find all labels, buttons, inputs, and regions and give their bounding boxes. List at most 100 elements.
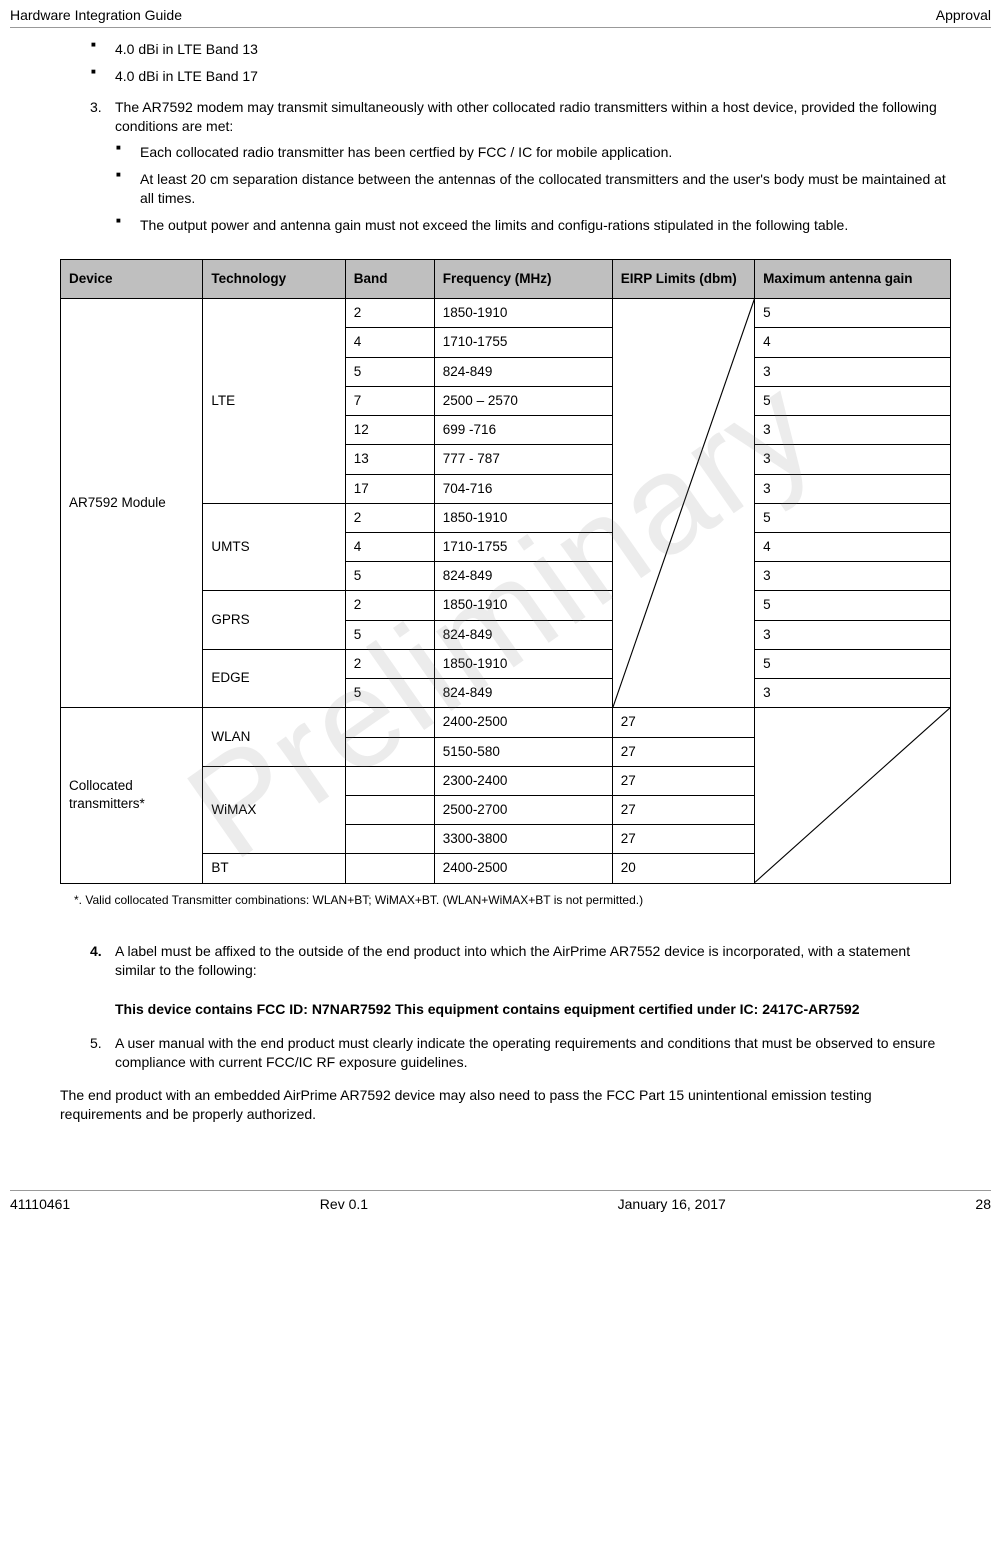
cell-band: 2 [345, 591, 434, 620]
table-row: AR7592 ModuleLTE21850-19105 [61, 299, 951, 328]
cell-gain: 5 [755, 503, 951, 532]
sub-bullet-list: Each collocated radio transmitter has be… [115, 141, 951, 241]
cell-band: 4 [345, 328, 434, 357]
cell-frequency: 3300-3800 [434, 825, 612, 854]
cell-eirp-diagonal [612, 299, 754, 708]
cell-technology: GPRS [203, 591, 345, 649]
page-header: Hardware Integration Guide Approval [10, 6, 991, 28]
header-left: Hardware Integration Guide [10, 6, 182, 25]
list-item: At least 20 cm separation distance betwe… [140, 168, 951, 214]
list-item-5: 5. A user manual with the end product mu… [90, 1028, 951, 1076]
cell-gain: 5 [755, 299, 951, 328]
cell-gain: 4 [755, 532, 951, 561]
col-technology: Technology [203, 260, 345, 299]
cell-frequency: 2500 – 2570 [434, 386, 612, 415]
page-content: 4.0 dBi in LTE Band 13 4.0 dBi in LTE Ba… [10, 28, 991, 1130]
cell-band: 4 [345, 532, 434, 561]
footer-page: 28 [975, 1195, 991, 1214]
cell-device: Collocated transmitters* [61, 708, 203, 883]
cell-gain: 3 [755, 474, 951, 503]
list-item-3: 3. The AR7592 modem may transmit simulta… [90, 92, 951, 245]
cell-frequency: 5150-580 [434, 737, 612, 766]
cell-frequency: 824-849 [434, 679, 612, 708]
cell-band: 13 [345, 445, 434, 474]
cell-band: 5 [345, 679, 434, 708]
numbered-list-2: 4. A label must be affixed to the outsid… [60, 936, 951, 1076]
cell-technology: WiMAX [203, 766, 345, 854]
cell-gain: 3 [755, 620, 951, 649]
cell-frequency: 1850-1910 [434, 649, 612, 678]
list-item: 4.0 dBi in LTE Band 17 [115, 65, 951, 92]
col-device: Device [61, 260, 203, 299]
cell-band: 2 [345, 503, 434, 532]
cell-gain: 5 [755, 386, 951, 415]
cell-frequency: 2500-2700 [434, 795, 612, 824]
item-text: A user manual with the end product must … [115, 1035, 935, 1070]
cell-device: AR7592 Module [61, 299, 203, 708]
cell-frequency: 1850-1910 [434, 299, 612, 328]
list-item-4: 4. A label must be affixed to the outsid… [90, 936, 951, 1029]
col-band: Band [345, 260, 434, 299]
list-item: 4.0 dBi in LTE Band 13 [115, 38, 951, 65]
list-item: The output power and antenna gain must n… [140, 214, 951, 241]
cell-frequency: 2300-2400 [434, 766, 612, 795]
cell-band: 5 [345, 562, 434, 591]
table-header-row: Device Technology Band Frequency (MHz) E… [61, 260, 951, 299]
footer-rev: Rev 0.1 [320, 1195, 368, 1214]
footer-docnum: 41110461 [10, 1195, 70, 1214]
cell-band: 7 [345, 386, 434, 415]
list-item: Each collocated radio transmitter has be… [140, 141, 951, 168]
cell-band: 17 [345, 474, 434, 503]
footer-date: January 16, 2017 [618, 1195, 726, 1214]
item-text: The AR7592 modem may transmit simultaneo… [115, 99, 937, 134]
header-right: Approval [936, 6, 991, 25]
cell-gain: 5 [755, 591, 951, 620]
cell-gain: 3 [755, 357, 951, 386]
cell-eirp: 27 [612, 825, 754, 854]
cell-eirp: 27 [612, 795, 754, 824]
cell-eirp: 27 [612, 737, 754, 766]
cell-band [345, 766, 434, 795]
cell-gain: 3 [755, 562, 951, 591]
cell-frequency: 1850-1910 [434, 503, 612, 532]
col-eirp: EIRP Limits (dbm) [612, 260, 754, 299]
table-row: Collocated transmitters*WLAN2400-250027 [61, 708, 951, 737]
cell-band: 5 [345, 620, 434, 649]
cell-gain: 3 [755, 679, 951, 708]
cell-gain: 3 [755, 416, 951, 445]
cell-eirp: 27 [612, 766, 754, 795]
page-footer: 41110461 Rev 0.1 January 16, 2017 28 [10, 1190, 991, 1214]
cell-band [345, 854, 434, 883]
item-number: 3. [90, 98, 102, 117]
cell-gain: 3 [755, 445, 951, 474]
numbered-list: 3. The AR7592 modem may transmit simulta… [60, 92, 951, 245]
cell-technology: UMTS [203, 503, 345, 591]
cell-technology: EDGE [203, 649, 345, 707]
cell-gain-diagonal [755, 708, 951, 883]
cell-band: 5 [345, 357, 434, 386]
cell-frequency: 2400-2500 [434, 708, 612, 737]
col-frequency: Frequency (MHz) [434, 260, 612, 299]
cell-band [345, 737, 434, 766]
cell-band [345, 795, 434, 824]
cell-technology: BT [203, 854, 345, 883]
cell-frequency: 777 - 787 [434, 445, 612, 474]
cell-band: 2 [345, 299, 434, 328]
cell-band [345, 825, 434, 854]
item-number: 4. [90, 942, 102, 961]
item-text: A label must be affixed to the outside o… [115, 943, 910, 978]
cell-frequency: 1710-1755 [434, 328, 612, 357]
cell-band: 2 [345, 649, 434, 678]
cell-frequency: 824-849 [434, 562, 612, 591]
cell-frequency: 699 -716 [434, 416, 612, 445]
item-number: 5. [90, 1034, 102, 1053]
cell-technology: WLAN [203, 708, 345, 766]
top-bullet-list: 4.0 dBi in LTE Band 13 4.0 dBi in LTE Ba… [60, 38, 951, 92]
cell-gain: 5 [755, 649, 951, 678]
closing-paragraph: The end product with an embedded AirPrim… [60, 1080, 951, 1130]
cell-frequency: 2400-2500 [434, 854, 612, 883]
cell-frequency: 824-849 [434, 620, 612, 649]
cell-eirp: 27 [612, 708, 754, 737]
col-gain: Maximum antenna gain [755, 260, 951, 299]
cell-frequency: 1850-1910 [434, 591, 612, 620]
